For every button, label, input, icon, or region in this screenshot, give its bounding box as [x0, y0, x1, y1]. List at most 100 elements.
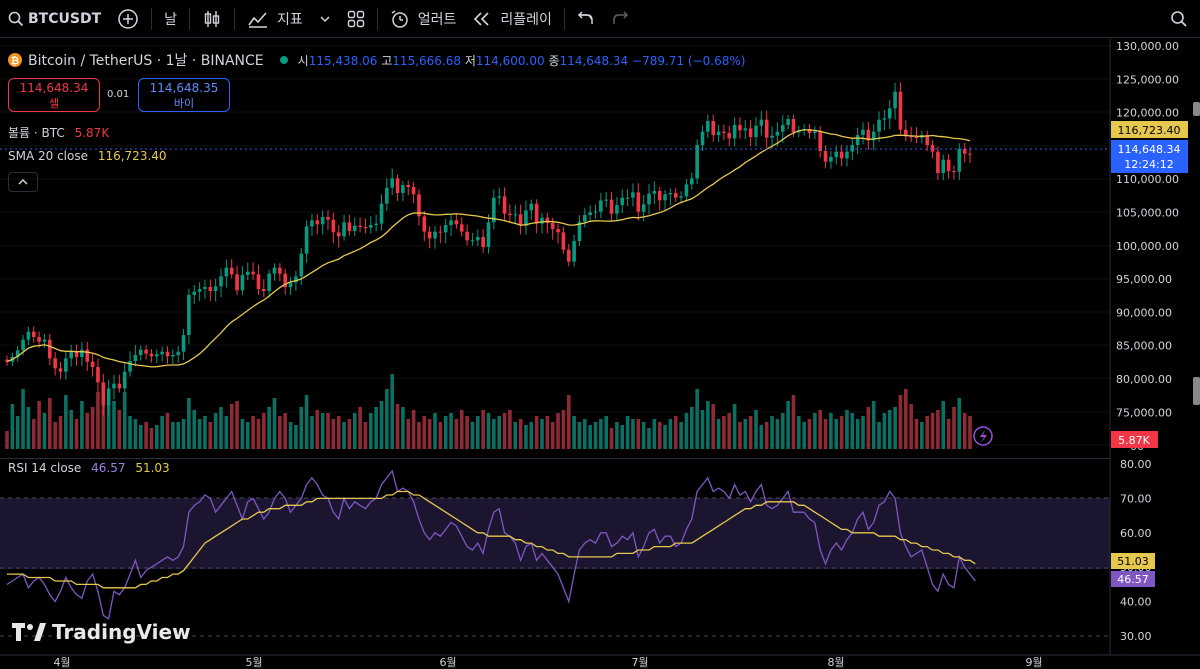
time-axis[interactable]: 4월 5월 6월 7월 8월 9월 — [53, 656, 1042, 669]
candle — [395, 174, 400, 201]
candle — [561, 226, 566, 254]
interval-button[interactable]: 날 — [156, 0, 185, 38]
volume-legend[interactable]: 볼륨 · BTC 5.87K — [8, 124, 109, 141]
collapse-legend-button[interactable] — [8, 172, 38, 192]
volume-bar — [272, 398, 277, 449]
rewind-icon — [474, 11, 489, 26]
time-axis-label: 9월 — [1025, 656, 1042, 669]
volume-bar — [898, 395, 903, 449]
symbol-search-button[interactable]: BTCUSDT — [0, 0, 109, 38]
indicators-dropdown[interactable] — [311, 0, 339, 38]
scroll-handle-bottom[interactable] — [1193, 377, 1200, 405]
volume-bar — [834, 419, 839, 449]
sma-label: SMA 20 close — [8, 149, 88, 163]
candle — [952, 165, 956, 180]
candle — [497, 187, 501, 205]
volume-bar — [861, 416, 865, 449]
volume-bar — [21, 389, 25, 449]
volume-bar — [748, 416, 753, 449]
sell-label: 셀 — [48, 97, 60, 110]
volume-bar — [401, 407, 405, 449]
candle — [272, 263, 277, 281]
candle — [106, 379, 111, 416]
candle — [904, 120, 908, 142]
candle — [229, 259, 234, 279]
tradingview-logo[interactable]: TradingView — [12, 620, 191, 644]
volume-bar — [443, 416, 448, 449]
replay-label: 리플레이 — [500, 11, 552, 28]
candle — [331, 212, 336, 244]
candle — [181, 328, 186, 361]
volume-bar — [26, 407, 31, 449]
volume-bar — [920, 422, 924, 449]
chevron-up-icon — [18, 178, 28, 185]
candle — [545, 212, 550, 234]
candle — [459, 217, 464, 237]
rsi-axis-label: 60.00 — [1120, 527, 1152, 540]
volume-bar — [342, 422, 346, 449]
svg-text:114,648.34: 114,648.34 — [1118, 143, 1181, 156]
rsi-axis-label: 40.00 — [1120, 596, 1152, 609]
volume-bar — [10, 404, 15, 449]
candle — [171, 349, 175, 364]
candle — [663, 190, 667, 212]
rsi-ma-tag: 51.03 — [1111, 553, 1155, 569]
volume-bar — [5, 431, 9, 449]
candle — [438, 225, 443, 243]
volume-bar — [663, 425, 667, 449]
candle — [203, 279, 207, 299]
candle — [219, 268, 223, 298]
candle — [58, 361, 63, 380]
volume-bar — [695, 389, 699, 449]
candle — [898, 82, 903, 135]
candle — [754, 117, 758, 147]
volume-bar — [641, 422, 646, 449]
alarm-clock-icon — [391, 9, 408, 28]
price-axis[interactable]: 130,000.00125,000.00120,000.00115,000.00… — [1116, 40, 1179, 453]
buy-button[interactable]: 114,648.35 바이 — [138, 78, 230, 112]
volume-bar — [235, 401, 239, 449]
volume-bar — [743, 419, 748, 449]
scroll-handle-top[interactable] — [1193, 102, 1200, 116]
volume-bar — [85, 413, 90, 449]
candle — [443, 218, 448, 244]
compare-add-button[interactable] — [109, 0, 147, 38]
flash-icon[interactable] — [973, 426, 993, 446]
volume-bar — [219, 407, 223, 449]
replay-button[interactable]: 리플레이 — [464, 0, 560, 38]
volume-bar — [599, 419, 603, 449]
volume-bar — [48, 398, 52, 449]
candle — [224, 259, 229, 288]
candle — [636, 183, 641, 221]
candle — [245, 262, 250, 281]
rsi-legend[interactable]: RSI 14 close 46.57 51.03 — [8, 461, 170, 475]
candle — [604, 192, 608, 208]
chart-type-button[interactable] — [194, 0, 230, 38]
price-axis-label: 130,000.00 — [1116, 40, 1179, 53]
redo-button[interactable] — [603, 0, 637, 38]
indicators-button[interactable]: 지표 — [239, 0, 311, 38]
ohlc-values: 시115,438.06 고115,666.68 저114,600.00 종114… — [298, 52, 746, 69]
candle — [427, 226, 432, 249]
volume-bar — [411, 410, 416, 449]
candle — [845, 144, 849, 167]
candle — [235, 265, 239, 295]
svg-text:12:24:12: 12:24:12 — [1124, 158, 1173, 171]
rsi-line — [6, 469, 976, 620]
sell-button[interactable]: 114,648.34 셀 — [8, 78, 100, 112]
price-chart[interactable]: 130,000.00125,000.00120,000.00115,000.00… — [0, 39, 1200, 669]
volume-bar — [326, 413, 330, 449]
candle — [770, 126, 774, 149]
candle — [80, 342, 84, 366]
search-button[interactable] — [1162, 0, 1200, 38]
volume-bar — [561, 410, 566, 449]
sma-legend[interactable]: SMA 20 close 116,723.40 — [8, 149, 167, 163]
layouts-button[interactable] — [339, 0, 373, 38]
volume-bar — [845, 410, 849, 449]
brand-label: TradingView — [52, 620, 191, 644]
volume-bar — [593, 422, 598, 449]
alert-button[interactable]: 얼러트 — [382, 0, 465, 38]
undo-button[interactable] — [569, 0, 603, 38]
candle — [53, 352, 57, 376]
